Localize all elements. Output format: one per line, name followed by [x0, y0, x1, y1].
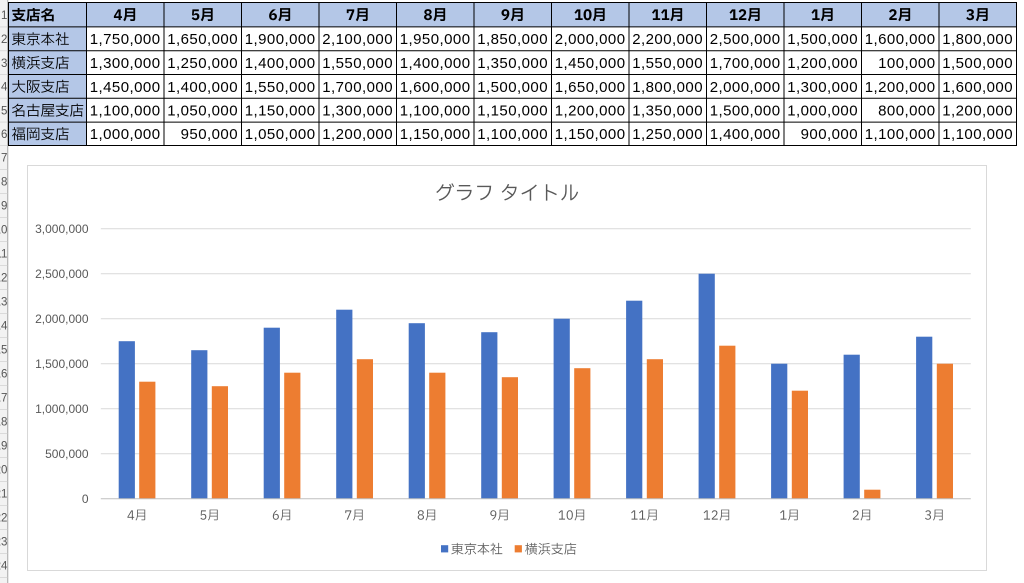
svg-text:3,000,000: 3,000,000 — [35, 222, 89, 236]
svg-text:4: 4 — [1, 82, 8, 94]
svg-text:15: 15 — [0, 345, 7, 357]
svg-text:1,150,000: 1,150,000 — [245, 103, 316, 120]
svg-text:17: 17 — [0, 393, 7, 405]
svg-text:22: 22 — [0, 513, 7, 525]
svg-text:1,000,000: 1,000,000 — [90, 126, 161, 143]
svg-text:1,350,000: 1,350,000 — [477, 55, 548, 72]
svg-text:11: 11 — [0, 249, 7, 261]
svg-text:19: 19 — [0, 441, 7, 453]
svg-text:1,700,000: 1,700,000 — [322, 79, 393, 96]
svg-text:6: 6 — [1, 129, 7, 141]
svg-text:0: 0 — [82, 492, 89, 506]
svg-text:1,700,000: 1,700,000 — [710, 55, 781, 72]
svg-text:2,200,000: 2,200,000 — [632, 31, 703, 48]
svg-text:1,550,000: 1,550,000 — [632, 55, 703, 72]
svg-text:20: 20 — [0, 465, 7, 477]
svg-text:1,100,000: 1,100,000 — [90, 103, 161, 120]
svg-text:1,200,000: 1,200,000 — [942, 103, 1013, 120]
svg-text:1,800,000: 1,800,000 — [942, 31, 1013, 48]
svg-text:10: 10 — [0, 225, 7, 237]
svg-text:1,550,000: 1,550,000 — [322, 55, 393, 72]
svg-text:1,550,000: 1,550,000 — [245, 79, 316, 96]
svg-text:1,450,000: 1,450,000 — [90, 79, 161, 96]
svg-text:2,000,000: 2,000,000 — [710, 79, 781, 96]
svg-text:1,600,000: 1,600,000 — [865, 31, 936, 48]
svg-text:1,200,000: 1,200,000 — [322, 126, 393, 143]
svg-text:1,600,000: 1,600,000 — [942, 79, 1013, 96]
svg-text:8: 8 — [1, 177, 7, 189]
svg-text:1: 1 — [1, 10, 7, 22]
svg-text:1,000,000: 1,000,000 — [787, 103, 858, 120]
svg-text:1,650,000: 1,650,000 — [167, 31, 238, 48]
svg-text:1,150,000: 1,150,000 — [400, 126, 471, 143]
svg-text:2,100,000: 2,100,000 — [322, 31, 393, 48]
svg-text:1,350,000: 1,350,000 — [632, 103, 703, 120]
svg-text:18: 18 — [0, 417, 7, 429]
svg-text:12: 12 — [0, 273, 7, 285]
svg-text:24: 24 — [0, 561, 8, 573]
svg-text:1,200,000: 1,200,000 — [555, 103, 626, 120]
svg-text:1,900,000: 1,900,000 — [245, 31, 316, 48]
svg-text:1,300,000: 1,300,000 — [90, 55, 161, 72]
svg-text:1,400,000: 1,400,000 — [400, 55, 471, 72]
svg-text:800,000: 800,000 — [878, 103, 935, 120]
svg-text:1,200,000: 1,200,000 — [865, 79, 936, 96]
svg-text:1,150,000: 1,150,000 — [555, 126, 626, 143]
svg-text:16: 16 — [0, 369, 7, 381]
svg-text:1,100,000: 1,100,000 — [942, 126, 1013, 143]
svg-text:1,100,000: 1,100,000 — [865, 126, 936, 143]
svg-text:1,650,000: 1,650,000 — [555, 79, 626, 96]
svg-text:1,200,000: 1,200,000 — [787, 55, 858, 72]
svg-text:2: 2 — [1, 34, 7, 46]
svg-text:1,100,000: 1,100,000 — [400, 103, 471, 120]
svg-text:2,000,000: 2,000,000 — [555, 31, 626, 48]
svg-text:1,500,000: 1,500,000 — [942, 55, 1013, 72]
svg-text:500,000: 500,000 — [45, 447, 89, 461]
svg-text:1,400,000: 1,400,000 — [245, 55, 316, 72]
svg-text:1,500,000: 1,500,000 — [710, 103, 781, 120]
svg-text:1,300,000: 1,300,000 — [322, 103, 393, 120]
svg-text:1,250,000: 1,250,000 — [632, 126, 703, 143]
svg-text:100,000: 100,000 — [878, 55, 935, 72]
svg-text:13: 13 — [0, 297, 7, 309]
svg-text:1,100,000: 1,100,000 — [477, 126, 548, 143]
svg-text:7: 7 — [1, 153, 7, 165]
svg-text:1,000,000: 1,000,000 — [35, 402, 89, 416]
svg-text:5: 5 — [1, 105, 7, 117]
svg-text:950,000: 950,000 — [181, 126, 238, 143]
svg-text:1,800,000: 1,800,000 — [632, 79, 703, 96]
svg-text:900,000: 900,000 — [801, 126, 858, 143]
svg-text:1,450,000: 1,450,000 — [555, 55, 626, 72]
svg-text:1,750,000: 1,750,000 — [90, 31, 161, 48]
svg-text:1,850,000: 1,850,000 — [477, 31, 548, 48]
svg-text:23: 23 — [0, 537, 7, 549]
svg-text:1,400,000: 1,400,000 — [167, 79, 238, 96]
svg-text:1,150,000: 1,150,000 — [477, 103, 548, 120]
svg-text:1,050,000: 1,050,000 — [167, 103, 238, 120]
svg-text:1,400,000: 1,400,000 — [710, 126, 781, 143]
svg-text:9: 9 — [1, 201, 7, 213]
svg-text:1,600,000: 1,600,000 — [400, 79, 471, 96]
svg-text:2,500,000: 2,500,000 — [710, 31, 781, 48]
svg-text:21: 21 — [0, 489, 7, 501]
svg-text:14: 14 — [0, 321, 8, 333]
svg-text:1,500,000: 1,500,000 — [35, 357, 89, 371]
svg-text:1,500,000: 1,500,000 — [787, 31, 858, 48]
svg-text:2,500,000: 2,500,000 — [35, 267, 89, 281]
svg-text:1,500,000: 1,500,000 — [477, 79, 548, 96]
svg-text:1,950,000: 1,950,000 — [400, 31, 471, 48]
svg-text:3: 3 — [1, 58, 7, 70]
svg-text:1,050,000: 1,050,000 — [245, 126, 316, 143]
svg-text:1,250,000: 1,250,000 — [167, 55, 238, 72]
svg-text:2,000,000: 2,000,000 — [35, 312, 89, 326]
svg-text:1,300,000: 1,300,000 — [787, 79, 858, 96]
